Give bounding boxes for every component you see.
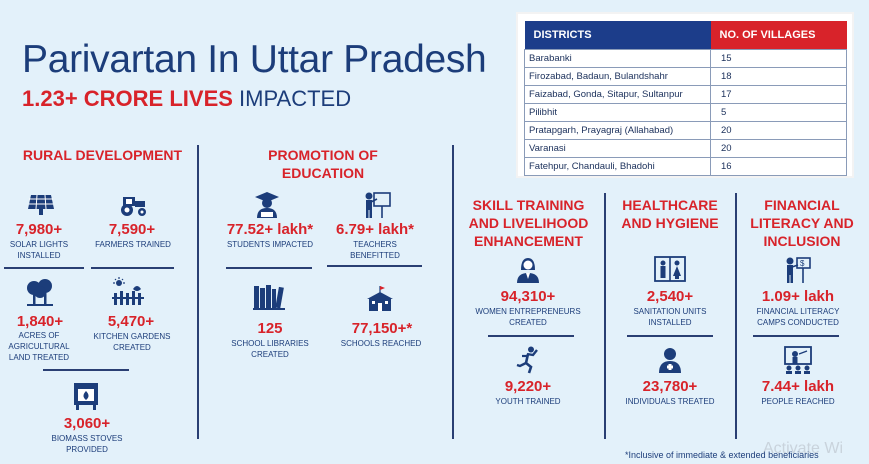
stat-value: 6.79+ lakh*: [336, 221, 414, 238]
stat-value: 2,540+: [646, 288, 694, 305]
subtitle-rest: IMPACTED: [239, 86, 352, 111]
table-row: Pratapgarh, Prayagraj (Allahabad) 20: [524, 120, 847, 140]
stat-value: 94,310+: [500, 288, 556, 305]
stat-label: FINANCIAL LITERACY CAMPS CONDUCTED: [756, 307, 840, 327]
stat-value: 125: [257, 320, 283, 337]
stat-value: 3,060+: [63, 415, 111, 432]
villages-cell: 20: [710, 138, 847, 158]
page-title: Parivartan In Uttar Pradesh: [22, 38, 487, 81]
divider: [43, 369, 129, 371]
tractor-icon: [117, 193, 149, 217]
stat-label: PEOPLE REACHED: [761, 397, 835, 406]
divider: [735, 193, 737, 439]
villages-cell: 17: [710, 84, 847, 104]
stove-icon: [71, 381, 101, 411]
books-icon: [253, 284, 285, 310]
stat-label: STUDENTS IMPACTED: [226, 240, 314, 249]
divider: [4, 267, 84, 269]
divider: [226, 267, 312, 269]
divider: [452, 145, 454, 439]
svg-text:$: $: [800, 259, 805, 268]
district-cell: Pilibhit: [524, 102, 711, 122]
stat-label: YOUTH TRAINED: [495, 397, 561, 406]
school-icon: [366, 286, 394, 312]
divider: [753, 335, 839, 337]
divider: [488, 335, 574, 337]
student-icon: [253, 191, 281, 219]
stat-label: WOMEN ENTREPRENEURS CREATED: [475, 307, 581, 327]
table-row: Varanasi 20: [524, 138, 847, 158]
districts-header: DISTRICTS: [524, 21, 711, 49]
table-row: Faizabad, Gonda, Sitapur, Sultanpur 17: [524, 84, 847, 104]
villages-cell: 20: [710, 120, 847, 140]
table-row: Barabanki 15: [524, 48, 847, 68]
solar-panel-icon: [26, 193, 56, 217]
stat-label: TEACHERS BENEFITTED: [350, 240, 400, 260]
trees-icon: [24, 279, 56, 307]
stat-label: SCHOOL LIBRARIES CREATED: [231, 339, 309, 359]
villages-cell: 16: [710, 156, 847, 176]
villages-cell: 5: [710, 102, 847, 122]
district-cell: Firozabad, Badaun, Bulandshahr: [524, 66, 711, 86]
districts-table: DISTRICTS NO. OF VILLAGES Barabanki 15 Fi…: [524, 21, 847, 176]
divider: [197, 145, 199, 439]
divider: [91, 267, 174, 269]
villages-header: NO. OF VILLAGES: [710, 21, 847, 49]
table-row: Fatehpur, Chandauli, Bhadohi 16: [524, 156, 847, 176]
district-cell: Fatehpur, Chandauli, Bhadohi: [524, 156, 711, 176]
stat-label: BIOMASS STOVES PROVIDED: [51, 434, 123, 454]
stat-label: ACRES OF AGRICULTURAL LAND TREATED: [8, 331, 70, 362]
district-cell: Varanasi: [524, 138, 711, 158]
stat-label: FARMERS TRAINED: [95, 240, 171, 249]
villages-cell: 15: [710, 48, 847, 68]
stat-value: 77,150+*: [351, 320, 413, 337]
divider: [327, 265, 422, 267]
stat-label: SCHOOLS REACHED: [340, 339, 422, 348]
presentation-board-icon: [783, 346, 813, 374]
patient-icon: [656, 347, 684, 373]
stat-label: INDIVIDUALS TREATED: [625, 397, 715, 406]
table-row: Pilibhit 5: [524, 102, 847, 122]
stat-value: 1,840+: [16, 313, 64, 330]
stat-value: 5,470+: [107, 313, 155, 330]
toilet-icon: [653, 256, 687, 282]
stat-value: 77.52+ lakh*: [226, 221, 314, 238]
page-subtitle: 1.23+ CRORE LIVES IMPACTED: [22, 86, 351, 112]
stat-value: 9,220+: [504, 378, 552, 395]
divider: [604, 193, 606, 439]
stat-value: 7,590+: [108, 221, 156, 238]
stat-value: 7.44+ lakh: [761, 378, 835, 395]
district-cell: Pratapgarh, Prayagraj (Allahabad): [524, 120, 711, 140]
table-header-row: DISTRICTS NO. OF VILLAGES: [524, 21, 847, 49]
stat-value: 23,780+: [642, 378, 698, 395]
skill-heading: SKILL TRAINING AND LIVELIHOOD ENHANCEMEN…: [468, 197, 589, 249]
woman-icon: [514, 257, 542, 283]
districts-table-card: DISTRICTS NO. OF VILLAGES Barabanki 15 Fi…: [516, 12, 854, 178]
stat-label: SOLAR LIGHTS INSTALLED: [9, 240, 69, 260]
divider: [627, 335, 713, 337]
teacher-icon: [363, 191, 391, 219]
presenter-icon: $: [784, 256, 812, 284]
district-cell: Barabanki: [524, 48, 711, 68]
health-heading: HEALTHCARE AND HYGIENE: [621, 197, 719, 231]
stat-value: 7,980+: [15, 221, 63, 238]
subtitle-highlight: 1.23+ CRORE LIVES: [22, 86, 233, 111]
stat-value: 1.09+ lakh: [761, 288, 835, 305]
table-row: Firozabad, Badaun, Bulandshahr 18: [524, 66, 847, 86]
district-cell: Faizabad, Gonda, Sitapur, Sultanpur: [524, 84, 711, 104]
garden-icon: [111, 277, 147, 307]
watermark: Activate Wi: [763, 440, 844, 457]
stat-label: KITCHEN GARDENS CREATED: [93, 332, 171, 352]
runner-icon: [514, 346, 542, 374]
villages-cell: 18: [710, 66, 847, 86]
footnote: *Inclusive of immediate & extended benef…: [625, 450, 819, 460]
rural-heading: RURAL DEVELOPMENT: [22, 147, 183, 163]
education-heading: PROMOTION OF EDUCATION: [268, 147, 378, 181]
finance-heading: FINANCIAL LITERACY AND INCLUSION: [750, 197, 854, 249]
stat-label: SANITATION UNITS INSTALLED: [633, 307, 707, 327]
